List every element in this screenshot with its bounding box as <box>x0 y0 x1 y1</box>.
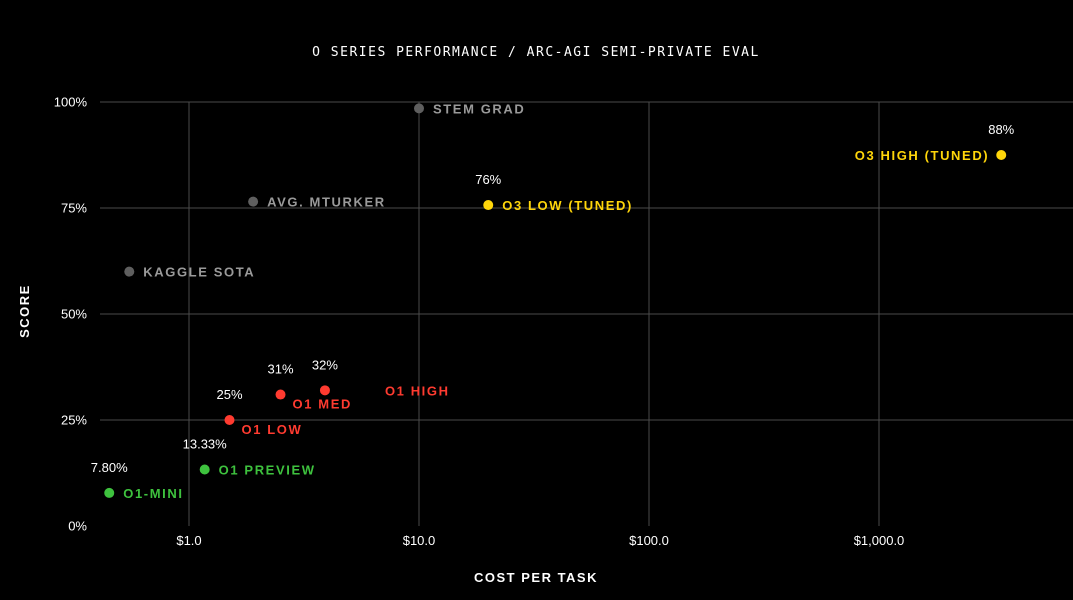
x-tick-label: $1,000.0 <box>854 533 905 548</box>
grid <box>100 101 1073 526</box>
point-label-o1-low: O1 LOW <box>242 422 303 437</box>
point-label-o1-mini: O1-MINI <box>123 486 183 501</box>
y-tick-label: 25% <box>61 413 87 428</box>
point-label-stem-grad: STEM GRAD <box>433 101 525 116</box>
point-label-o3-high-tuned: O3 HIGH (TUNED) <box>855 148 990 163</box>
point-label-kaggle-sota: KAGGLE SOTA <box>143 265 255 280</box>
point-label-o1-med: O1 MED <box>293 397 352 412</box>
x-tick-label: $10.0 <box>403 533 436 548</box>
point-o3-high-tuned <box>996 150 1007 160</box>
point-o1-mini <box>104 487 115 498</box>
value-label-o3-low-tuned: 76% <box>475 172 501 187</box>
point-label-o1-high: O1 HIGH <box>385 383 450 398</box>
point-o1-med <box>275 389 286 400</box>
point-o3-low-tuned <box>483 200 494 211</box>
y-tick-label: 50% <box>61 307 87 322</box>
point-stem-grad <box>414 103 424 114</box>
point-label-o1-preview: O1 PREVIEW <box>219 462 316 477</box>
point-label-o3-low-tuned: O3 LOW (TUNED) <box>502 198 633 213</box>
point-o1-low <box>224 415 235 425</box>
point-kaggle-sota <box>124 266 135 277</box>
y-axis-label: SCORE <box>17 284 32 338</box>
point-avg-mturker <box>248 196 259 207</box>
x-tick-label: $100.0 <box>629 533 669 548</box>
value-label-o1-mini: 7.80% <box>91 460 128 475</box>
point-o1-high <box>319 385 330 396</box>
point-o1-preview <box>199 464 210 475</box>
value-label-o3-high-tuned: 88% <box>988 122 1014 137</box>
value-label-o1-med: 31% <box>268 362 294 377</box>
y-tick-label: 100% <box>54 95 88 110</box>
x-axis-label: COST PER TASK <box>474 570 598 585</box>
data-points: STEM GRAD AVG. MTURKER KAGGLE SOTA O3 LOW (… <box>91 101 1015 501</box>
y-tick-label: 75% <box>61 201 87 216</box>
axis-ticks: 0% 25% 50% 75% 100% $1.0 $10.0 $100.0 $1,000.0 <box>54 95 905 549</box>
value-label-o1-high: 32% <box>312 357 338 372</box>
value-label-o1-preview: 13.33% <box>183 436 228 451</box>
value-label-o1-low: 25% <box>216 387 242 402</box>
point-label-avg-mturker: AVG. MTURKER <box>267 195 386 210</box>
x-tick-label: $1.0 <box>176 533 201 548</box>
y-tick-label: 0% <box>68 519 87 534</box>
chart-title: O SERIES PERFORMANCE / ARC-AGI SEMI-PRIV… <box>312 45 760 60</box>
